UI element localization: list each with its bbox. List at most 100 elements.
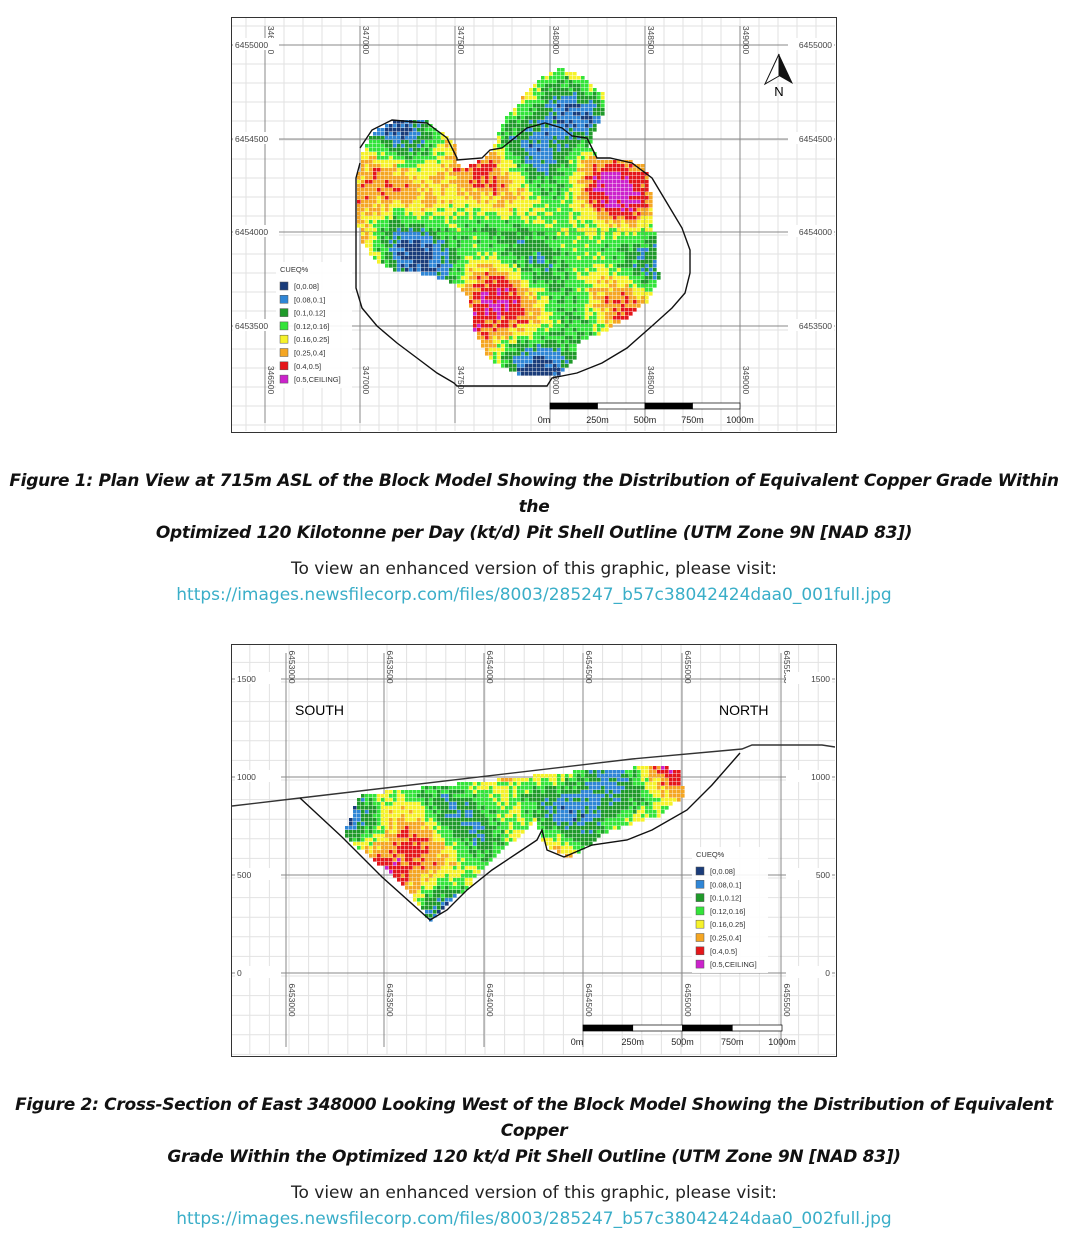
block-cell — [641, 232, 645, 236]
block-cell — [601, 802, 605, 806]
block-cell — [445, 244, 449, 248]
block-cell — [637, 168, 641, 172]
block-cell — [581, 108, 585, 112]
block-cell — [409, 180, 413, 184]
block-cell — [665, 766, 669, 770]
block-cell — [537, 80, 541, 84]
block-cell — [561, 324, 565, 328]
block-cell — [557, 212, 561, 216]
block-cell — [497, 798, 501, 802]
block-cell — [501, 152, 505, 156]
block-cell — [505, 288, 509, 292]
block-cell — [429, 160, 433, 164]
block-cell — [505, 782, 509, 786]
elevation-left-label: 1000 — [237, 772, 256, 782]
block-cell — [405, 176, 409, 180]
block-cell — [513, 220, 517, 224]
block-cell — [617, 308, 621, 312]
block-cell — [553, 336, 557, 340]
block-cell — [361, 164, 365, 168]
block-cell — [629, 212, 633, 216]
block-cell — [609, 316, 613, 320]
northing-top-label: 6455500 — [782, 650, 792, 683]
block-cell — [581, 830, 585, 834]
block-cell — [537, 228, 541, 232]
block-cell — [549, 300, 553, 304]
block-cell — [545, 818, 549, 822]
block-cell — [513, 256, 517, 260]
block-cell — [417, 184, 421, 188]
block-cell — [361, 180, 365, 184]
block-cell — [565, 172, 569, 176]
block-cell — [405, 160, 409, 164]
block-cell — [489, 208, 493, 212]
block-cell — [593, 108, 597, 112]
block-cell — [497, 136, 501, 140]
block-cell — [493, 280, 497, 284]
northing-left-label: 6455000 — [235, 40, 268, 50]
block-cell — [521, 224, 525, 228]
block-cell — [357, 802, 361, 806]
block-cell — [409, 232, 413, 236]
block-cell — [357, 196, 361, 200]
block-cell — [421, 188, 425, 192]
block-cell — [413, 790, 417, 794]
block-cell — [545, 168, 549, 172]
block-cell — [409, 252, 413, 256]
figure-1-plan-view: 3465003465003470003470003475003475003480… — [231, 17, 837, 433]
block-cell — [509, 116, 513, 120]
block-cell — [565, 136, 569, 140]
block-cell — [473, 184, 477, 188]
block-cell — [533, 236, 537, 240]
block-cell — [421, 272, 425, 276]
block-cell — [601, 288, 605, 292]
block-cell — [449, 268, 453, 272]
block-cell — [629, 228, 633, 232]
block-cell — [501, 320, 505, 324]
block-cell — [349, 830, 353, 834]
block-cell — [525, 148, 529, 152]
block-cell — [537, 220, 541, 224]
block-cell — [565, 320, 569, 324]
block-cell — [537, 300, 541, 304]
block-cell — [609, 774, 613, 778]
block-cell — [545, 100, 549, 104]
block-cell — [553, 248, 557, 252]
block-cell — [513, 316, 517, 320]
block-cell — [361, 196, 365, 200]
block-cell — [465, 782, 469, 786]
block-cell — [389, 132, 393, 136]
block-cell — [577, 818, 581, 822]
block-cell — [529, 794, 533, 798]
block-cell — [501, 252, 505, 256]
block-cell — [529, 372, 533, 376]
block-cell — [405, 216, 409, 220]
figure-1-link[interactable]: https://images.newsfilecorp.com/files/80… — [176, 585, 892, 605]
block-cell — [505, 168, 509, 172]
block-cell — [501, 332, 505, 336]
block-cell — [541, 196, 545, 200]
block-cell — [469, 810, 473, 814]
block-cell — [457, 830, 461, 834]
block-cell — [509, 200, 513, 204]
block-cell — [377, 144, 381, 148]
block-cell — [545, 116, 549, 120]
block-cell — [613, 188, 617, 192]
block-cell — [553, 802, 557, 806]
block-cell — [561, 818, 565, 822]
block-cell — [385, 264, 389, 268]
block-cell — [561, 180, 565, 184]
block-cell — [473, 328, 477, 332]
block-cell — [589, 284, 593, 288]
block-cell — [577, 108, 581, 112]
block-cell — [581, 248, 585, 252]
block-cell — [645, 252, 649, 256]
block-cell — [401, 140, 405, 144]
easting-bottom-label: 348500 — [646, 366, 656, 395]
block-cell — [633, 260, 637, 264]
block-cell — [553, 264, 557, 268]
block-cell — [537, 332, 541, 336]
block-cell — [569, 320, 573, 324]
block-cell — [417, 204, 421, 208]
block-cell — [449, 176, 453, 180]
